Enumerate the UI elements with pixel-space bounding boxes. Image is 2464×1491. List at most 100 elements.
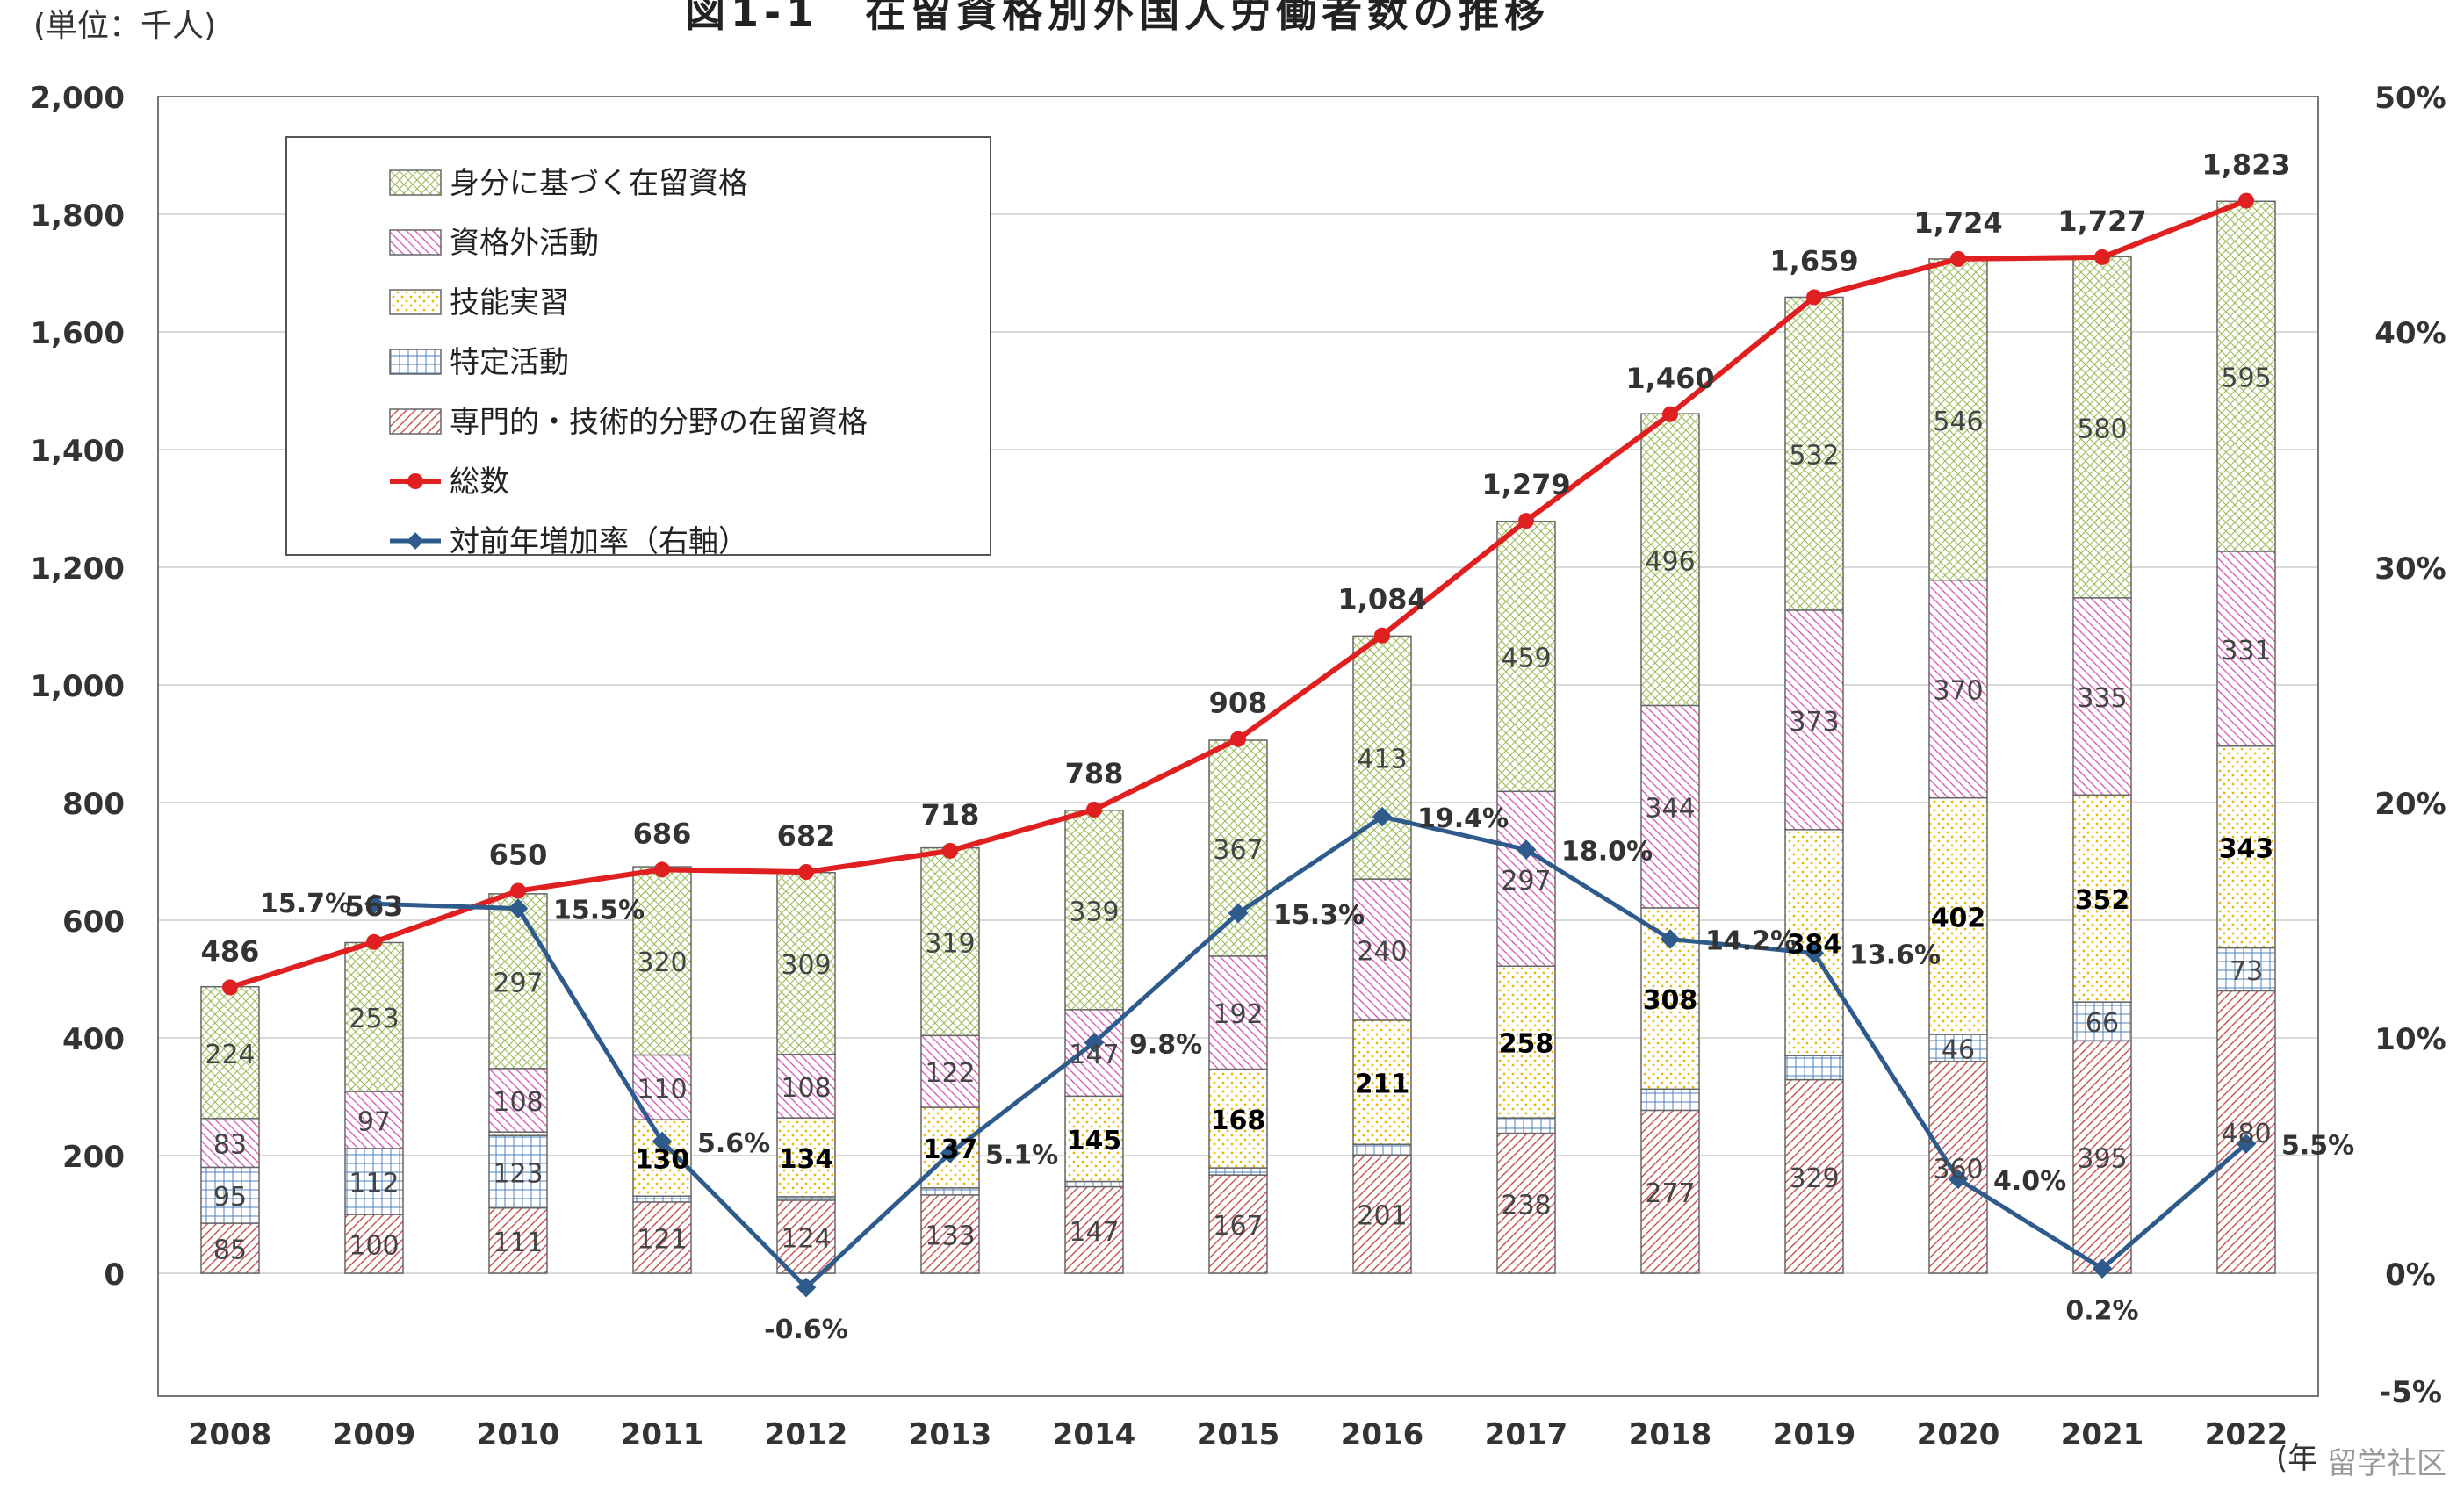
segment-label: 123 <box>493 1158 543 1189</box>
bar-segment <box>1640 704 1700 909</box>
total-label: 788 <box>1065 757 1124 790</box>
total-point <box>654 861 670 878</box>
total-label: 1,659 <box>1769 244 1858 277</box>
growth-point <box>1372 806 1393 827</box>
bar-segment <box>2072 597 2132 796</box>
segment-label: 384 <box>1787 929 1842 960</box>
segment-label: 367 <box>1213 835 1263 866</box>
bar-segment <box>632 1201 692 1274</box>
y-right-tick-label: 0% <box>2385 1257 2436 1293</box>
segment-label: 370 <box>1933 676 1983 707</box>
growth-label: 4.0% <box>1993 1166 2066 1197</box>
segment-label: 121 <box>637 1224 687 1255</box>
segment-label: 95 <box>213 1182 247 1213</box>
bar-segment <box>2072 256 2132 599</box>
segment-label: 130 <box>635 1145 690 1176</box>
bars <box>200 200 2276 1274</box>
growth-point <box>1084 1033 1105 1053</box>
total-point <box>1806 289 1822 306</box>
bar-segment <box>1928 796 1988 1035</box>
total-point <box>798 864 814 881</box>
total-point <box>1662 406 1678 422</box>
segment-label: 413 <box>1357 745 1407 775</box>
segment-label: 137 <box>923 1134 978 1165</box>
growth-label: 9.8% <box>1129 1029 1202 1060</box>
segment-label: 339 <box>1069 897 1119 927</box>
y-right-tick-label: 50% <box>2374 81 2446 116</box>
x-tick-label: 2022 <box>2205 1417 2288 1452</box>
y-left-tick-label: 0 <box>104 1257 125 1293</box>
segment-label: 343 <box>2219 834 2274 865</box>
y-left-tick-label: 1,200 <box>30 551 125 587</box>
segment-label: 238 <box>1501 1190 1551 1221</box>
segment-label: 320 <box>637 947 687 978</box>
growth-point <box>1948 1169 1969 1190</box>
y-left-tick-label: 1,000 <box>30 669 125 704</box>
total-label: 1,724 <box>1913 206 2002 240</box>
segment-label: 331 <box>2221 636 2271 666</box>
growth-point <box>796 1277 817 1298</box>
lines <box>222 192 2257 1298</box>
growth-label: 15.5% <box>553 896 645 926</box>
segment-label: 344 <box>1645 794 1695 825</box>
bar-segment <box>1784 296 1844 611</box>
growth-label: 13.6% <box>1849 940 1941 971</box>
growth-point <box>1228 903 1249 924</box>
y-left-tick-label: 600 <box>62 904 125 940</box>
bar-segment <box>1496 790 1556 968</box>
total-point <box>942 842 958 859</box>
legend-swatch <box>407 532 424 550</box>
growth-point <box>940 1143 961 1163</box>
bar-segment <box>632 1195 692 1203</box>
segment-label: 110 <box>637 1074 687 1105</box>
x-tick-label: 2012 <box>765 1417 848 1452</box>
legend-swatch <box>389 349 442 375</box>
bar-segment <box>344 1148 404 1215</box>
legend-swatch <box>389 408 442 435</box>
segment-label: 480 <box>2221 1119 2271 1149</box>
x-tick-label: 2009 <box>333 1417 416 1452</box>
bar-segment <box>2072 794 2132 1003</box>
x-tick-label: 2017 <box>1485 1417 1568 1452</box>
bar-segment <box>920 1187 980 1196</box>
total-label: 563 <box>345 890 404 923</box>
bar-segment <box>2072 1040 2132 1274</box>
segment-label: 532 <box>1789 441 1839 472</box>
legend-label: 総数 <box>450 465 509 500</box>
segment-label: 546 <box>1933 407 1983 437</box>
bar-segment <box>344 1091 404 1149</box>
segment-label: 122 <box>925 1058 975 1089</box>
x-tick-label: 2008 <box>189 1417 272 1452</box>
total-label: 1,460 <box>1625 362 1714 395</box>
segment-label: 496 <box>1645 546 1695 577</box>
segment-label: 352 <box>2075 885 2130 916</box>
segment-label: 309 <box>781 950 831 981</box>
segment-label: 240 <box>1357 937 1407 968</box>
bar-segment <box>1784 1055 1844 1081</box>
growth-point <box>1804 943 1825 963</box>
growth-point <box>364 893 385 914</box>
total-point <box>2238 192 2254 209</box>
segment-label: 211 <box>1355 1070 1410 1100</box>
total-label: 908 <box>1209 687 1268 720</box>
segment-label: 167 <box>1213 1211 1263 1242</box>
legend-swatch <box>389 289 442 315</box>
bar-segment <box>1352 1143 1412 1156</box>
total-point <box>1230 731 1246 747</box>
y-right-tick-label: 20% <box>2374 787 2446 822</box>
bar-segment <box>200 985 260 1120</box>
y-left-tick-label: 1,800 <box>30 198 125 234</box>
bar-segment <box>200 1166 260 1224</box>
segment-label: 335 <box>2077 683 2127 714</box>
y-right-tick-label: 10% <box>2374 1022 2446 1057</box>
total-point <box>2094 248 2110 265</box>
bar-segment <box>1208 1174 1268 1274</box>
segment-label: 145 <box>1067 1126 1122 1156</box>
bar-segment <box>920 1194 980 1274</box>
growth-label: -0.6% <box>764 1315 848 1345</box>
bar-segment <box>1928 258 1988 581</box>
plot-frame <box>157 96 2319 1397</box>
chart-title: 図1-1 在留資格別外国人労働者数の推移 <box>685 0 1551 36</box>
growth-point <box>2236 1134 2257 1154</box>
